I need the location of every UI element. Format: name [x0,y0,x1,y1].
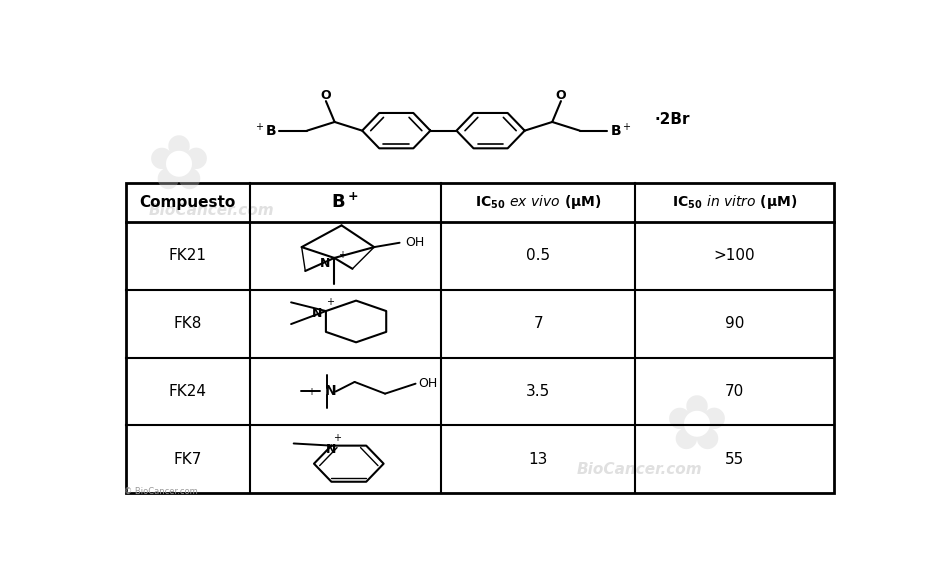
Text: O: O [556,89,566,102]
Text: 0.5: 0.5 [526,248,550,263]
Text: +: + [333,433,342,443]
Text: FK21: FK21 [168,248,207,263]
Text: Compuesto: Compuesto [139,195,236,210]
Text: BioCancer.com: BioCancer.com [577,462,702,477]
Text: N: N [325,385,336,399]
Text: B$^+$: B$^+$ [609,122,631,139]
Text: 3.5: 3.5 [526,384,550,399]
Text: IC$_\mathbf{50}$ $\mathit{in\ vitro}$ ($\mathbf{\mu}$M): IC$_\mathbf{50}$ $\mathit{in\ vitro}$ ($… [672,193,797,212]
Text: OH: OH [418,377,438,390]
Text: 13: 13 [529,452,548,467]
Text: © BioCancer.com: © BioCancer.com [124,487,198,496]
Text: +: + [307,387,315,398]
Text: >100: >100 [714,248,755,263]
Bar [125,183,834,494]
Text: N: N [327,443,337,456]
Text: 90: 90 [724,316,744,331]
Text: ·2Br: ·2Br [654,112,690,127]
Text: O: O [321,89,331,102]
Text: BioCancer.com: BioCancer.com [149,204,274,218]
Text: OH: OH [405,236,425,249]
Text: ✿: ✿ [665,391,729,465]
Text: $\mathbf{B^+}$: $\mathbf{B^+}$ [331,193,359,212]
Text: FK8: FK8 [173,316,202,331]
Text: IC$_\mathbf{50}$ $\mathit{ex\ vivo}$ ($\mathbf{\mu}$M): IC$_\mathbf{50}$ $\mathit{ex\ vivo}$ ($\… [475,193,602,212]
Text: 55: 55 [725,452,744,467]
Text: $^+$B: $^+$B [254,122,277,139]
Text: N: N [320,257,330,270]
Text: 7: 7 [534,316,543,331]
Text: +: + [338,250,345,261]
Text: N: N [312,307,322,320]
Text: 70: 70 [725,384,744,399]
Text: ✿: ✿ [147,130,211,205]
Text: +: + [326,297,333,307]
Text: FK24: FK24 [168,384,207,399]
Text: FK7: FK7 [173,452,202,467]
